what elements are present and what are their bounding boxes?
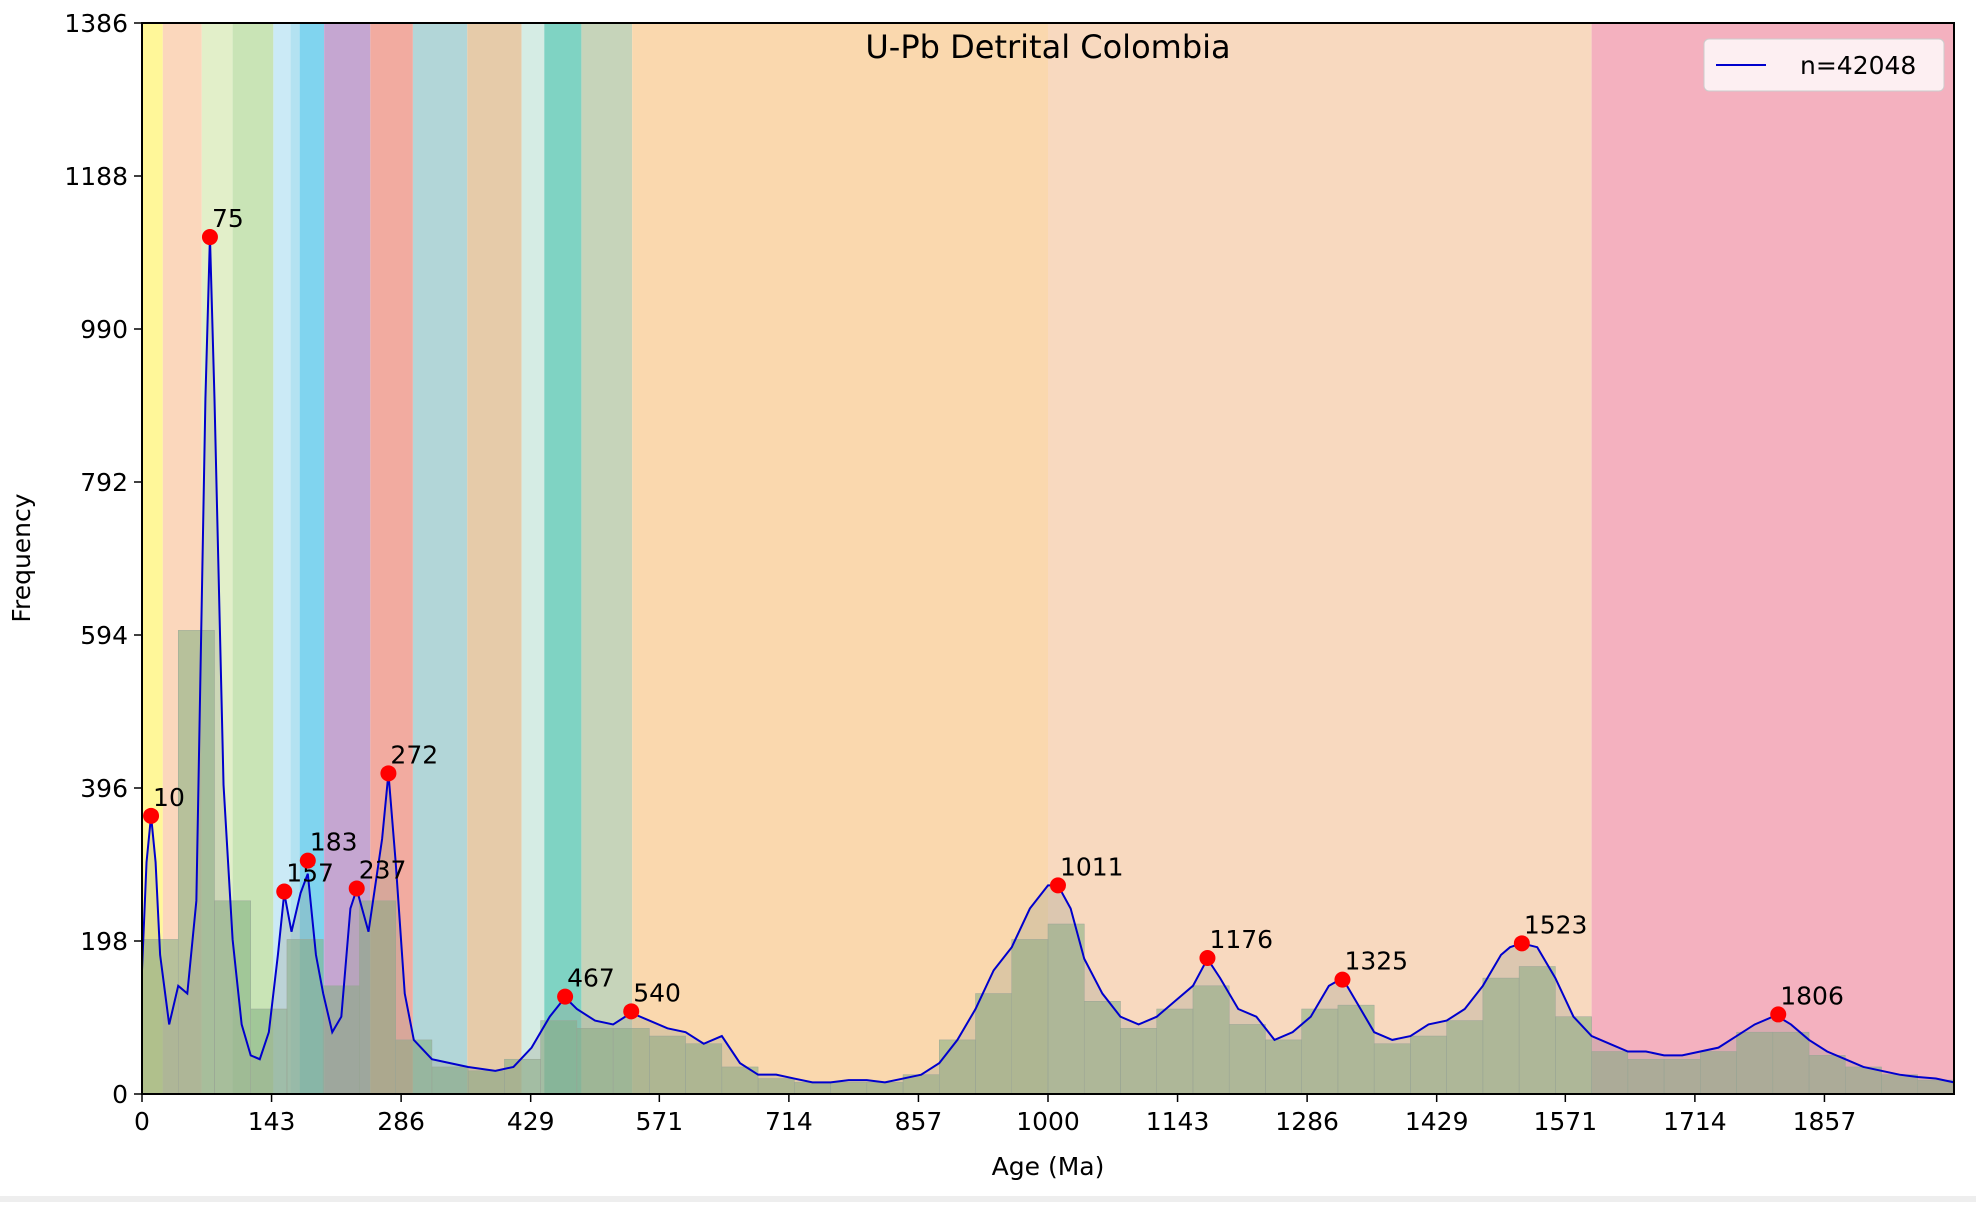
period-band <box>273 23 291 1094</box>
x-axis-label: Age (Ma) <box>992 1152 1105 1181</box>
y-tick-label: 1188 <box>64 162 128 191</box>
peak-marker <box>623 1003 640 1020</box>
peak-label: 1176 <box>1209 925 1273 954</box>
y-tick-label: 396 <box>80 774 128 803</box>
histogram-bar <box>1845 1066 1882 1095</box>
y-tick-label: 594 <box>80 621 128 650</box>
peak-label: 467 <box>567 964 615 993</box>
chart-title: U-Pb Detrital Colombia <box>865 28 1230 66</box>
legend-label: n=42048 <box>1800 51 1916 80</box>
peak-marker <box>348 880 365 897</box>
peak-label: 75 <box>212 204 244 233</box>
y-tick-label: 1386 <box>64 9 128 38</box>
peak-marker <box>143 807 160 824</box>
peak-marker <box>1513 935 1530 952</box>
y-tick-label: 198 <box>80 927 128 956</box>
period-band <box>412 23 468 1094</box>
histogram-bar <box>576 1028 614 1095</box>
histogram-bar <box>1591 1051 1629 1095</box>
period-band <box>142 23 163 1094</box>
histogram-bar <box>1700 1051 1737 1095</box>
x-tick-label: 714 <box>765 1107 813 1136</box>
period-band <box>544 23 582 1094</box>
histogram-bar <box>1373 1043 1411 1095</box>
histogram-bar <box>431 1066 469 1095</box>
x-tick-label: 1143 <box>1146 1107 1210 1136</box>
period-band <box>1048 23 1592 1094</box>
histogram-bar <box>504 1058 541 1095</box>
period-band <box>581 23 633 1094</box>
histogram-bar <box>1301 1008 1339 1095</box>
peak-label: 540 <box>633 978 681 1007</box>
histogram-bar <box>1772 1031 1810 1095</box>
x-tick-label: 571 <box>635 1107 683 1136</box>
peak-marker <box>299 852 316 869</box>
histogram-bar <box>1808 1055 1846 1095</box>
peak-label: 1011 <box>1060 852 1124 881</box>
histogram-bar <box>141 939 179 1095</box>
peak-marker <box>1049 877 1066 894</box>
peak-label: 10 <box>153 783 185 812</box>
peak-marker <box>1199 950 1216 966</box>
peak-marker <box>1770 1006 1787 1023</box>
y-tick-label: 792 <box>80 468 128 497</box>
histogram-bar <box>649 1035 686 1095</box>
histogram-bar <box>1156 1008 1194 1095</box>
histogram-bar <box>1011 939 1049 1095</box>
peak-label: 1325 <box>1344 947 1408 976</box>
legend-box <box>1703 38 1945 92</box>
x-tick-label: 143 <box>248 1107 296 1136</box>
x-tick-label: 1000 <box>1016 1107 1080 1136</box>
x-tick-label: 1286 <box>1275 1107 1339 1136</box>
peak-marker <box>380 765 397 782</box>
histogram-bar <box>395 1039 433 1095</box>
peak-marker <box>201 229 218 246</box>
histogram-bar <box>685 1043 723 1095</box>
peak-label: 1806 <box>1780 981 1844 1010</box>
histogram-bar <box>975 993 1013 1095</box>
period-band <box>632 23 1048 1094</box>
x-tick-label: 0 <box>134 1107 150 1136</box>
peak-label: 272 <box>390 740 438 769</box>
peak-label: 1523 <box>1524 910 1588 939</box>
kde-line <box>141 236 1955 1084</box>
histogram-bar <box>1120 1028 1157 1095</box>
histogram-bar <box>1482 977 1520 1095</box>
histogram-bar <box>1663 1058 1701 1095</box>
period-band <box>521 23 545 1094</box>
x-tick-label: 429 <box>507 1107 555 1136</box>
peak-label: 183 <box>310 828 358 857</box>
y-axis-label: Frequency <box>7 493 36 622</box>
bottom-strip <box>0 1196 1976 1202</box>
peak-marker <box>557 988 574 1005</box>
peak-label: 237 <box>359 855 407 884</box>
period-band <box>467 23 522 1094</box>
peak-marker <box>276 883 293 900</box>
x-tick-label: 1857 <box>1793 1107 1857 1136</box>
histogram-bar <box>250 1008 288 1095</box>
y-tick-label: 0 <box>112 1080 128 1109</box>
period-band <box>290 23 300 1094</box>
x-tick-label: 857 <box>895 1107 943 1136</box>
histogram-bar <box>1518 966 1556 1095</box>
bands <box>142 23 1954 1094</box>
x-tick-label: 1714 <box>1663 1107 1727 1136</box>
histogram-bar <box>1446 1020 1484 1095</box>
plot-area: 1075157183237272467540101111761325152318… <box>141 204 1955 1095</box>
y-tick-label: 990 <box>80 315 128 344</box>
x-tick-label: 1571 <box>1534 1107 1598 1136</box>
histogram-bar <box>612 1028 650 1095</box>
period-band <box>1591 23 1954 1094</box>
histogram-bar <box>1047 923 1085 1095</box>
x-tick-label: 286 <box>377 1107 425 1136</box>
histogram-bar <box>1228 1024 1266 1095</box>
x-tick-label: 1429 <box>1405 1107 1469 1136</box>
kde-area <box>142 236 1954 1095</box>
peak-marker <box>1334 971 1351 988</box>
